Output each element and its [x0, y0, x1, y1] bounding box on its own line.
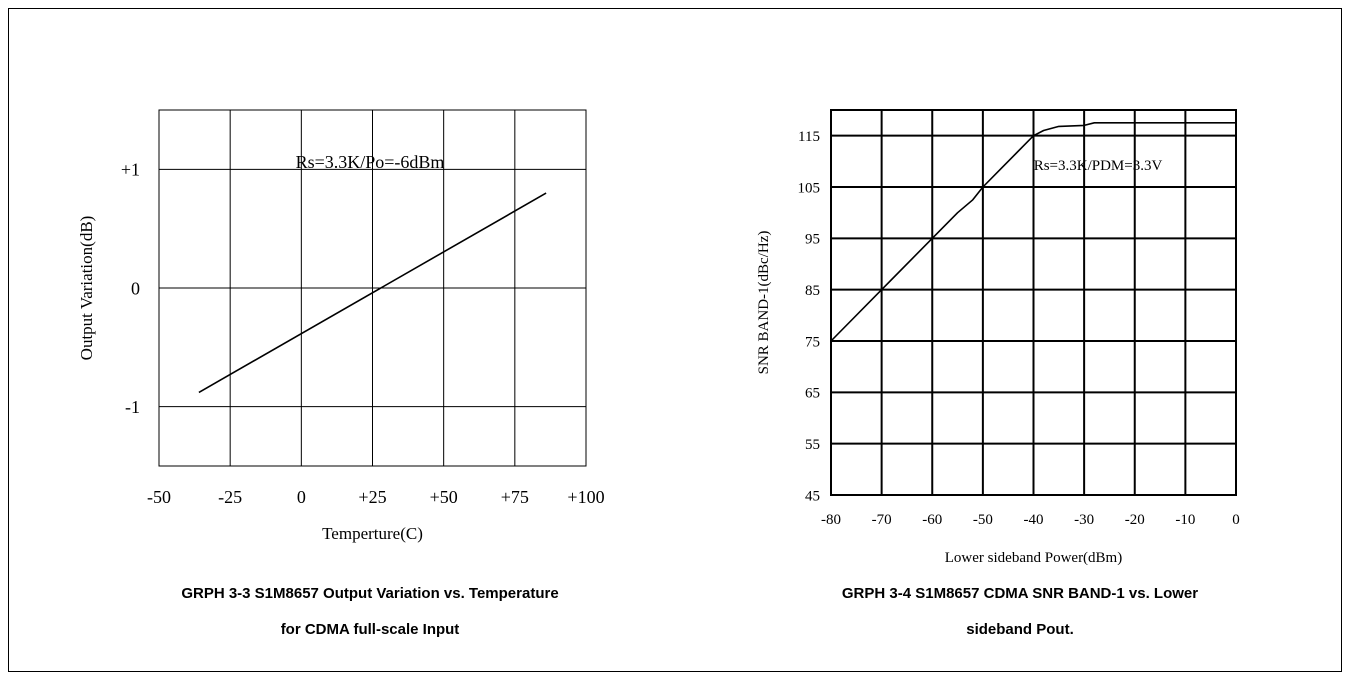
- chart-2-x-tick-label: -60: [922, 512, 942, 528]
- chart-2-y-tick-label: 105: [798, 180, 821, 196]
- chart-2-x-tick-label: -70: [872, 512, 892, 528]
- chart-2-x-tick-label: 0: [1232, 512, 1240, 528]
- chart-2-y-axis-label: SNR BAND-1(dBc/Hz): [756, 231, 772, 375]
- chart-1-x-tick-label: +25: [358, 487, 386, 507]
- chart-2-x-tick-label: -30: [1074, 512, 1094, 528]
- chart-2-annotation: Rs=3.3K/PDM=3.3V: [1034, 158, 1163, 174]
- page-frame: [8, 8, 1342, 672]
- chart-2-y-tick-label: 75: [805, 334, 820, 350]
- chart-1-y-axis-label: Output Variation(dB): [77, 216, 96, 361]
- chart-1-caption-line-1: GRPH 3-3 S1M8657 Output Variation vs. Te…: [181, 585, 559, 602]
- chart-2-y-tick-label: 85: [805, 283, 820, 299]
- chart-1-x-axis-label: Temperture(C): [322, 524, 423, 543]
- chart-2-y-tick-label: 55: [805, 437, 820, 453]
- chart-2-caption-line-2: sideband Pout.: [966, 621, 1074, 638]
- chart-2-y-tick-label: 115: [798, 129, 820, 145]
- chart-2-series-line-1: [830, 122, 1236, 342]
- chart-1-series-line-1: [198, 192, 547, 394]
- chart-1-x-tick-label: 0: [297, 487, 306, 507]
- chart-1-x-tick-label: +100: [567, 487, 604, 507]
- chart-1-x-tick-label: -25: [218, 487, 242, 507]
- chart-2-x-tick-label: -40: [1024, 512, 1044, 528]
- chart-2-x-tick-label: -80: [821, 512, 841, 528]
- chart-1-x-tick-label: -50: [147, 487, 171, 507]
- chart-2-x-tick-label: -10: [1175, 512, 1195, 528]
- chart-1-x-tick-label: +75: [501, 487, 529, 507]
- chart-2-caption-line-1: GRPH 3-4 S1M8657 CDMA SNR BAND-1 vs. Low…: [841, 585, 1199, 602]
- chart-2-y-tick-label: 45: [805, 488, 820, 504]
- chart-1-annotation: Rs=3.3K/Po=-6dBm: [296, 152, 445, 172]
- chart-2-x-tick-label: -20: [1125, 512, 1145, 528]
- chart-1-x-tick-label: +50: [430, 487, 458, 507]
- chart-1-y-tick-label: +1: [121, 160, 140, 180]
- chart-2-x-axis-label: Lower sideband Power(dBm): [945, 550, 1122, 566]
- chart-2-y-tick-label: 95: [805, 232, 820, 248]
- chart-2-x-tick-label: -50: [973, 512, 993, 528]
- chart-1-caption-line-2: for CDMA full-scale Input: [280, 621, 460, 638]
- chart-1-y-tick-label: 0: [131, 278, 140, 298]
- chart-1-y-tick-label: -1: [125, 397, 140, 417]
- chart-2-y-tick-label: 65: [805, 386, 820, 402]
